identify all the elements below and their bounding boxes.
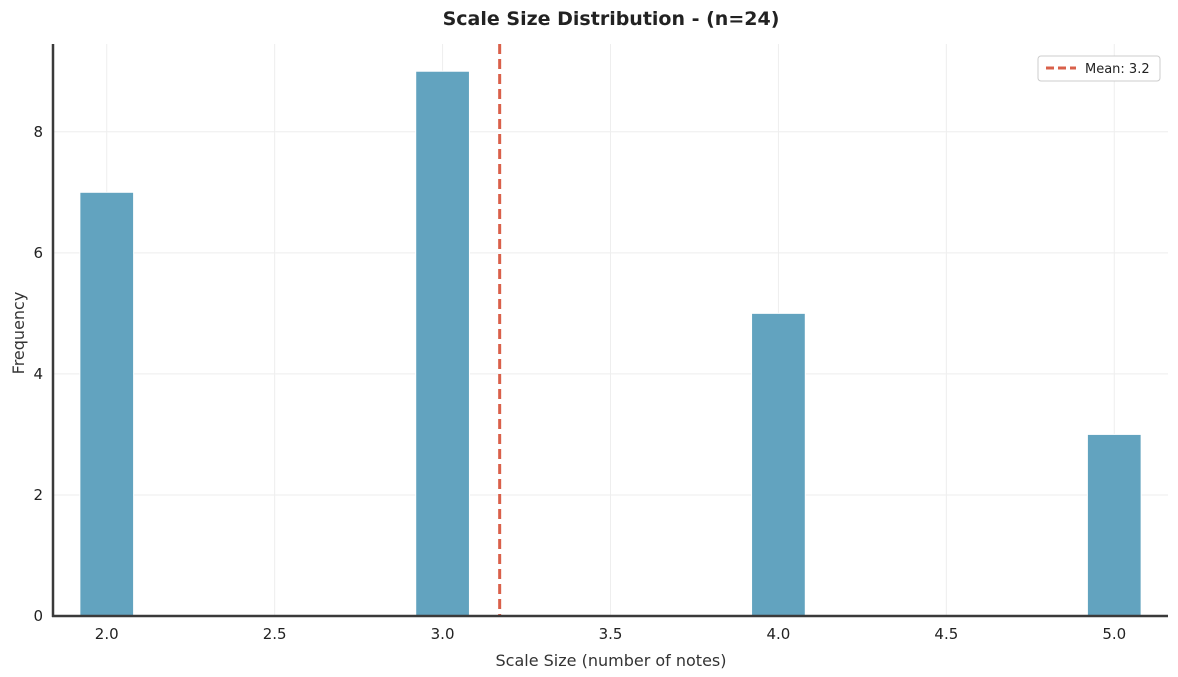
legend-mean-label: Mean: 3.2 [1085,62,1150,77]
legend-box [1037,55,1161,82]
y-axis-label: Frequency [9,292,28,375]
y-tick-label-4: 8 [33,123,43,141]
x-tick-label-4: 4.0 [766,625,790,643]
bar-2.0 [79,191,135,617]
y-tick-label-2: 4 [33,365,43,383]
x-tick-label-1: 2.5 [263,625,287,643]
bar-4.0 [751,312,806,617]
bar-3.0 [415,70,470,617]
x-tick-label-5: 4.5 [934,625,958,643]
y-axis-ticks: 0 2 4 6 8 [33,123,43,625]
x-tick-label-6: 5.0 [1102,625,1126,643]
x-axis-ticks: 2.0 2.5 3.0 3.5 4.0 4.5 5.0 [95,625,1126,643]
y-tick-label-3: 6 [33,244,43,262]
y-tick-label-0: 0 [33,607,43,625]
x-tick-label-3: 3.5 [599,625,623,643]
x-tick-label-0: 2.0 [95,625,119,643]
bar-5.0 [1086,433,1142,617]
y-tick-label-1: 2 [33,486,43,504]
x-axis-label: Scale Size (number of notes) [496,651,727,670]
legend: Mean: 3.2 [1037,55,1161,82]
bars [79,70,1142,617]
x-tick-label-2: 3.0 [431,625,455,643]
chart-title: Scale Size Distribution - (n=24) [443,8,780,30]
